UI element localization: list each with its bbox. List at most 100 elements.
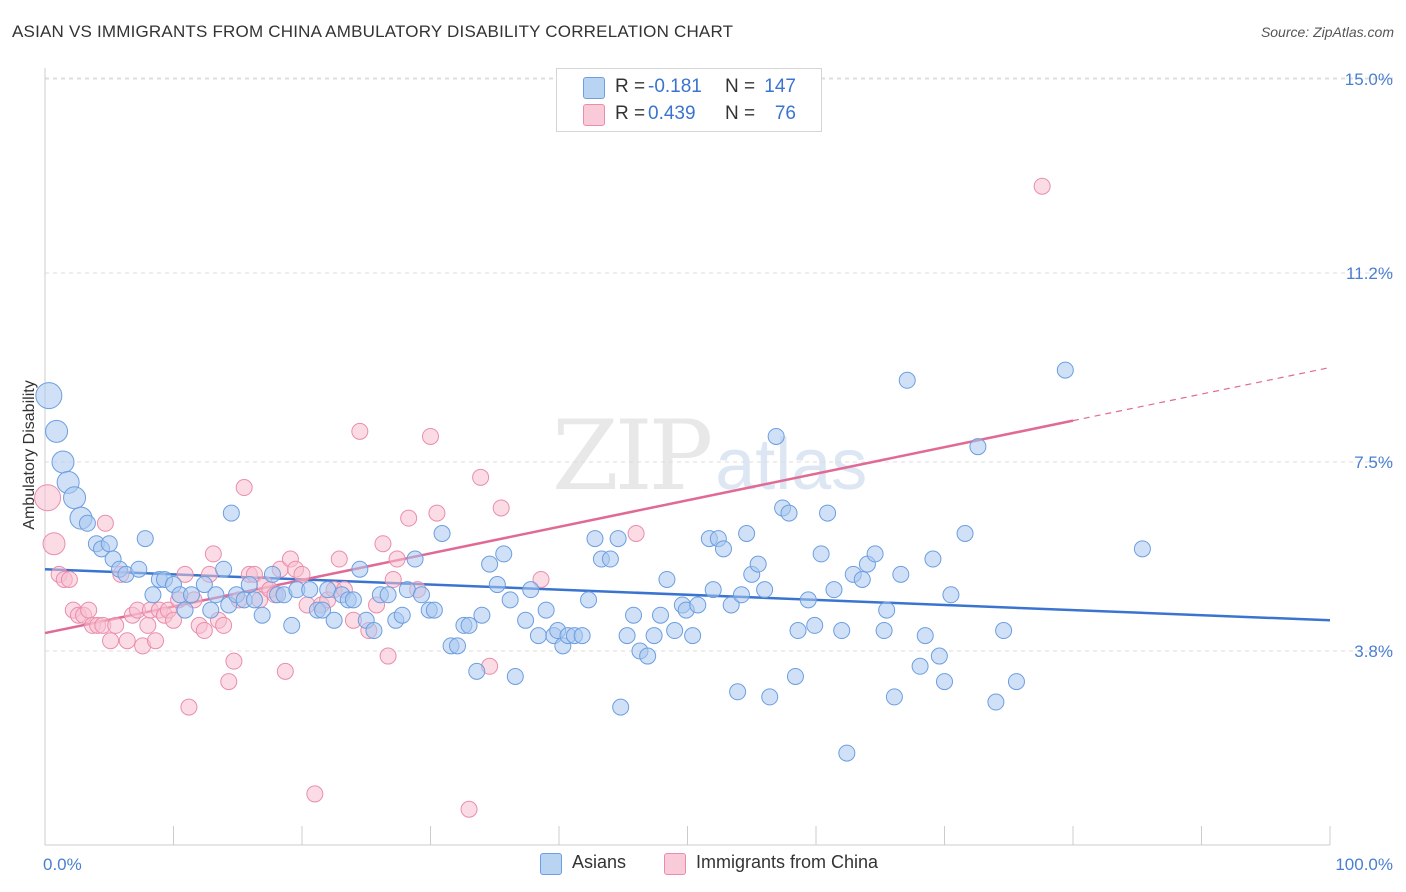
n-label: N = [725,76,756,97]
point-china [34,484,62,512]
point-asian [448,637,466,655]
point-asian [495,545,513,563]
point-asian [195,576,213,594]
point-asian [799,591,817,609]
point-china [472,468,490,486]
x-tick-label-min: 0.0% [43,855,82,874]
point-asian [130,560,148,578]
point-asian [537,601,555,619]
n-label: N = [725,103,756,124]
point-asian [1133,540,1151,558]
correlation-legend: R = -0.181 N = 147 R = 0.439 N = 76 [556,68,822,132]
point-asian [806,616,824,634]
point-asian [729,683,747,701]
point-china [195,622,213,640]
point-china [107,616,125,634]
point-china [60,570,78,588]
watermark-logo: ZIPatlas [552,400,868,512]
points-immigrants-from-china [34,177,1051,818]
point-asian [406,550,424,568]
point-asian [240,576,258,594]
n-value: 147 [764,76,796,97]
point-asian [481,555,499,573]
point-asian [433,524,451,542]
point-china [627,524,645,542]
point-china [118,632,136,650]
point-asian [618,627,636,645]
point-asian [684,627,702,645]
point-asian [51,450,75,474]
point-china [96,514,114,532]
point-asian [930,647,948,665]
point-asian [253,606,271,624]
point-asian [761,688,779,706]
point-asian [924,550,942,568]
point-asian [351,560,369,578]
point-asian [517,611,535,629]
point-china [330,550,348,568]
point-asian [652,606,670,624]
point-asian [63,486,87,510]
point-asian [689,596,707,614]
point-asian [898,371,916,389]
point-asian [645,627,663,645]
r-value: -0.181 [648,76,702,97]
point-asian [749,555,767,573]
point-china [42,532,66,556]
point-china [139,616,157,634]
point-asian [460,616,478,634]
point-china [428,504,446,522]
point-asian [35,382,63,410]
r-label: R = [615,103,646,124]
trend-china-extrapolated [1072,366,1331,422]
point-asian [732,586,750,604]
point-asian [780,504,798,522]
point-asian [969,438,987,456]
point-asian [501,591,519,609]
point-asian [176,601,194,619]
point-china [204,545,222,563]
point-asian [222,504,240,522]
r-value: 0.439 [648,103,696,124]
point-china [351,422,369,440]
point-china [102,632,120,650]
n-value: 76 [774,103,796,124]
point-china [388,550,406,568]
point-china [492,499,510,517]
point-asian [819,504,837,522]
point-asian [182,586,200,604]
point-asian [942,586,960,604]
point-asian [283,616,301,634]
point-asian [379,586,397,604]
x-tick-label-max: 100.0% [1335,855,1393,874]
point-china [176,565,194,583]
point-asian [144,586,162,604]
point-asian [398,581,416,599]
point-asian [263,565,281,583]
point-asian [344,591,362,609]
point-asian [956,524,974,542]
point-china [400,509,418,527]
legend-label: Immigrants from China [696,852,879,872]
point-china [147,632,165,650]
point-china [225,652,243,670]
y-axis-label: Ambulatory Disability [21,380,38,529]
point-asian [365,622,383,640]
point-asian [393,606,411,624]
point-asian [100,535,118,553]
point-asian [853,570,871,588]
point-asian [609,530,627,548]
grid-lines [45,77,1395,652]
point-asian [714,540,732,558]
point-asian [911,657,929,675]
point-asian [722,596,740,614]
point-asian [738,524,756,542]
point-asian [215,560,233,578]
point-asian [468,662,486,680]
point-china [165,611,182,629]
point-asian [586,530,604,548]
point-asian [301,581,319,599]
chart-title: ASIAN VS IMMIGRANTS FROM CHINA AMBULATOR… [12,22,734,41]
asians-swatch [583,77,605,99]
